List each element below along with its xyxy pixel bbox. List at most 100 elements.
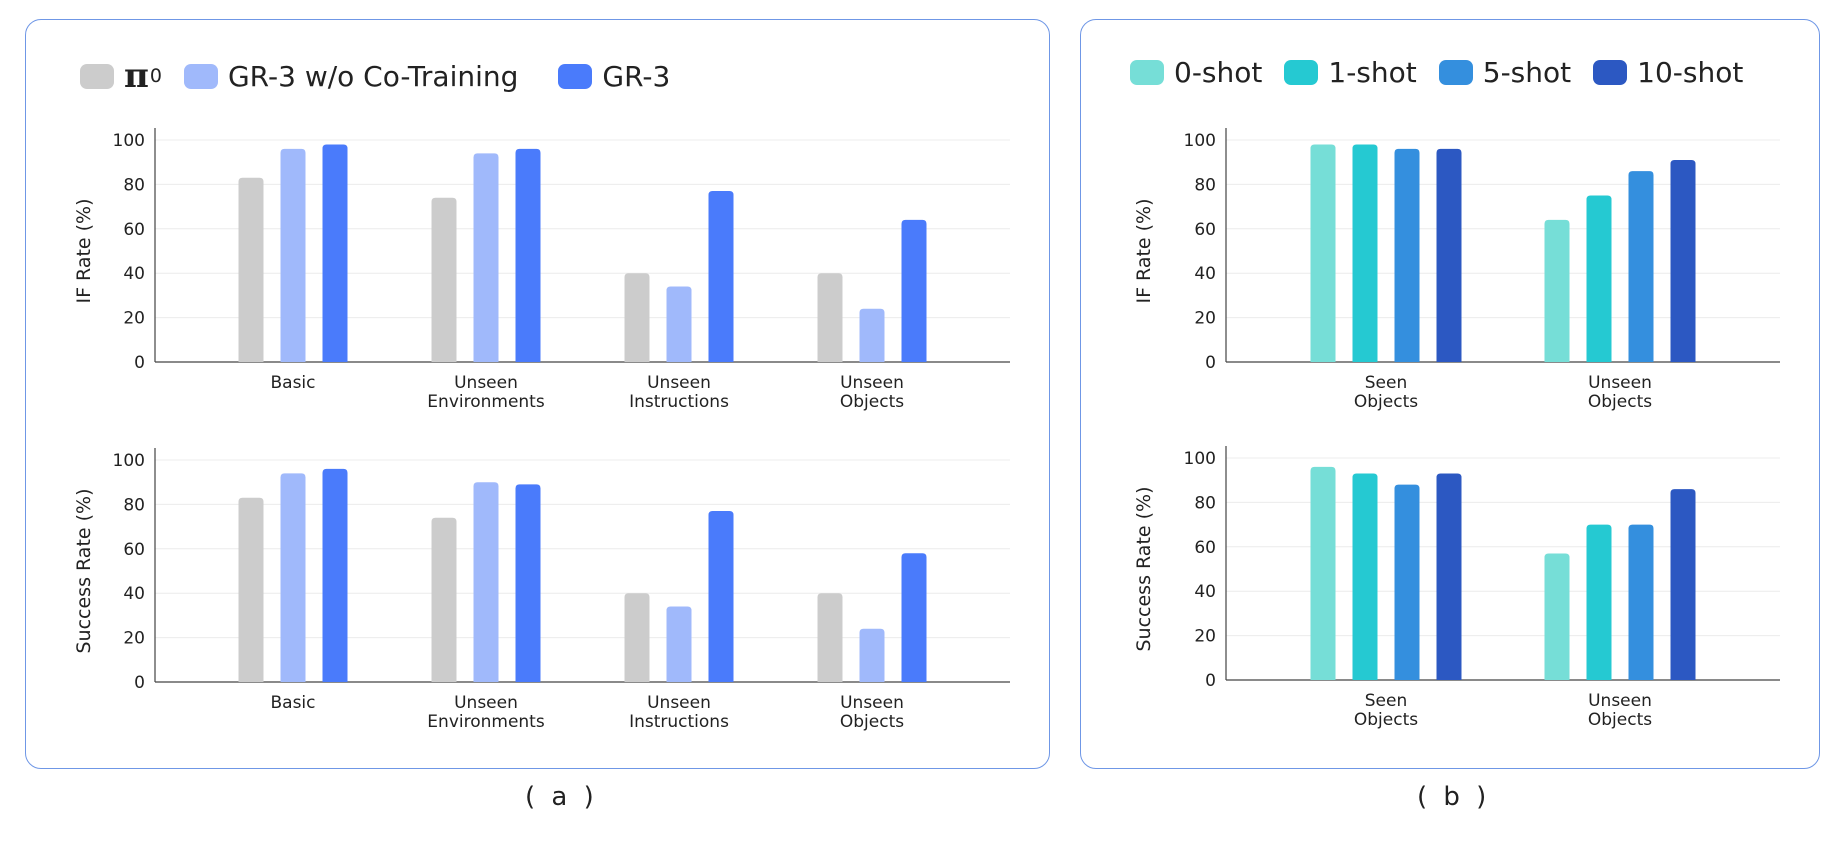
bar bbox=[238, 497, 264, 682]
x-tick-label: Instructions bbox=[629, 712, 729, 732]
x-tick-label: Objects bbox=[1588, 710, 1652, 730]
y-tick-label: 100 bbox=[113, 131, 145, 151]
y-tick-label: 100 bbox=[1184, 131, 1216, 151]
legend-label: 1-shot bbox=[1328, 56, 1417, 89]
x-tick-label: Unseen bbox=[454, 373, 518, 393]
legend-label: 10-shot bbox=[1637, 56, 1744, 89]
bar bbox=[901, 553, 927, 682]
y-tick-label: 20 bbox=[123, 629, 145, 649]
legend-swatch bbox=[1593, 60, 1628, 85]
legend-item-1-shot: 1-shot bbox=[1284, 56, 1417, 89]
y-tick-label: 0 bbox=[1205, 353, 1216, 373]
x-tick-label: Unseen bbox=[1588, 373, 1652, 393]
caption-a: ( a ) bbox=[525, 782, 598, 812]
bar bbox=[901, 219, 927, 362]
bar bbox=[1352, 473, 1378, 680]
x-tick-label: Instructions bbox=[629, 392, 729, 412]
bar bbox=[1544, 553, 1570, 680]
bar bbox=[431, 517, 457, 682]
bar bbox=[817, 593, 843, 682]
bar bbox=[859, 628, 885, 682]
x-tick-label: Unseen bbox=[647, 373, 711, 393]
legend-label: GR-3 bbox=[602, 59, 671, 93]
y-axis-label: Success Rate (%) bbox=[1133, 486, 1155, 651]
bar bbox=[859, 308, 885, 362]
x-tick-label: Seen bbox=[1365, 691, 1407, 711]
bar bbox=[666, 286, 692, 362]
x-tick-label: Seen bbox=[1365, 373, 1407, 393]
y-axis-label: Success Rate (%) bbox=[73, 488, 95, 653]
bar bbox=[708, 191, 734, 362]
y-axis-label: IF Rate (%) bbox=[1133, 198, 1155, 303]
legend-item-0-shot: 0-shot bbox=[1130, 56, 1262, 89]
bar bbox=[666, 606, 692, 682]
legend-item-gr3: GR-3 bbox=[558, 60, 670, 93]
bar bbox=[624, 593, 650, 682]
legend-label: GR-3 w/o Co-Training bbox=[227, 59, 519, 93]
bar bbox=[1628, 171, 1654, 362]
bar bbox=[473, 153, 499, 362]
y-tick-label: 100 bbox=[113, 451, 145, 471]
x-tick-label: Basic bbox=[270, 693, 315, 713]
y-tick-label: 20 bbox=[1194, 309, 1216, 329]
bar bbox=[708, 511, 734, 682]
y-tick-label: 0 bbox=[134, 353, 145, 373]
y-tick-label: 60 bbox=[1194, 538, 1216, 558]
y-tick-label: 100 bbox=[1184, 449, 1216, 469]
x-tick-label: Objects bbox=[840, 712, 904, 732]
bar bbox=[1436, 473, 1462, 680]
bar bbox=[1586, 195, 1612, 362]
panel-b bbox=[1080, 19, 1820, 769]
x-tick-label: Objects bbox=[840, 392, 904, 412]
bar bbox=[280, 148, 306, 362]
legend-label: 0-shot bbox=[1174, 56, 1263, 89]
bar bbox=[1310, 466, 1336, 680]
y-tick-label: 40 bbox=[123, 584, 145, 604]
legend-subscript: 0 bbox=[149, 65, 162, 87]
y-tick-label: 60 bbox=[123, 540, 145, 560]
bar bbox=[431, 197, 457, 362]
y-tick-label: 20 bbox=[123, 309, 145, 329]
panel-a bbox=[25, 19, 1050, 769]
x-tick-label: Objects bbox=[1354, 710, 1418, 730]
bar bbox=[1586, 524, 1612, 680]
legend-swatch bbox=[1130, 60, 1164, 85]
legend-swatch bbox=[80, 63, 114, 89]
bar bbox=[1670, 159, 1696, 362]
bar bbox=[1436, 148, 1462, 362]
y-tick-label: 20 bbox=[1194, 627, 1216, 647]
y-tick-label: 60 bbox=[123, 220, 145, 240]
bar bbox=[817, 273, 843, 362]
bar bbox=[1352, 144, 1378, 362]
bar bbox=[322, 144, 348, 362]
x-tick-label: Unseen bbox=[1588, 691, 1652, 711]
y-tick-label: 80 bbox=[1194, 493, 1216, 513]
bar bbox=[1394, 148, 1420, 362]
legend-swatch bbox=[558, 63, 593, 89]
bar bbox=[1310, 144, 1336, 362]
legend-item-5-shot: 5-shot bbox=[1438, 56, 1571, 89]
bar bbox=[1394, 484, 1420, 680]
y-tick-label: 80 bbox=[123, 175, 145, 195]
y-tick-label: 0 bbox=[1205, 671, 1216, 691]
x-tick-label: Environments bbox=[427, 712, 545, 732]
y-tick-label: 60 bbox=[1194, 220, 1216, 240]
bar bbox=[1628, 524, 1654, 680]
y-tick-label: 80 bbox=[1194, 175, 1216, 195]
legend-swatch bbox=[1284, 60, 1319, 85]
bar bbox=[238, 177, 264, 362]
x-tick-label: Unseen bbox=[454, 693, 518, 713]
bar bbox=[515, 484, 541, 682]
bar bbox=[473, 482, 499, 682]
y-axis-label: IF Rate (%) bbox=[73, 198, 95, 303]
bar bbox=[1670, 489, 1696, 680]
y-tick-label: 0 bbox=[134, 673, 145, 693]
y-tick-label: 80 bbox=[123, 495, 145, 515]
x-tick-label: Environments bbox=[427, 392, 545, 412]
x-tick-label: Unseen bbox=[840, 693, 904, 713]
y-tick-label: 40 bbox=[1194, 264, 1216, 284]
bar bbox=[515, 148, 541, 362]
